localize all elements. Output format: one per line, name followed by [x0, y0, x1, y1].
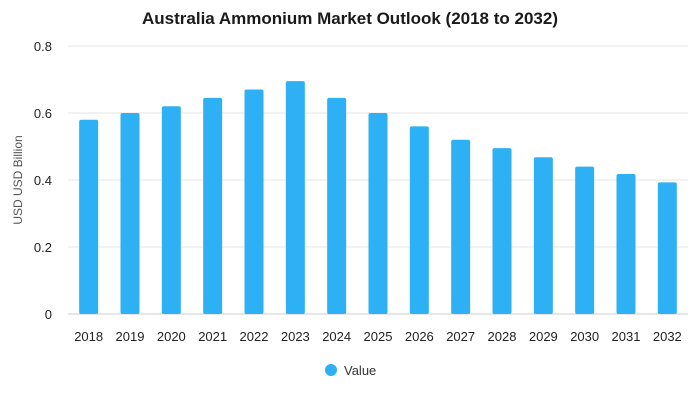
x-tick-label: 2030 [570, 329, 599, 344]
y-axis-ticks: 0 0.2 0.4 0.6 0.8 [34, 39, 52, 322]
bar-2025[interactable] [368, 113, 388, 314]
chart-title: Australia Ammonium Market Outlook (2018 … [142, 9, 558, 28]
bar-2022[interactable] [244, 89, 264, 314]
x-tick-label: 2020 [157, 329, 186, 344]
bar-2028[interactable] [492, 148, 512, 314]
bar-2030[interactable] [575, 166, 595, 314]
x-axis-ticks: 2018 2019 2020 2021 2022 2023 2024 2025 2026 2027… [74, 329, 682, 344]
bar-2020[interactable] [161, 106, 181, 314]
legend-label: Value [344, 363, 376, 378]
legend-marker-icon [325, 364, 337, 376]
bar-2029[interactable] [533, 157, 553, 314]
bar-2027[interactable] [451, 139, 471, 314]
bar-2024[interactable] [327, 97, 347, 314]
x-tick-label: 2025 [364, 329, 393, 344]
bar-2023[interactable] [285, 81, 305, 314]
x-tick-label: 2027 [446, 329, 475, 344]
legend[interactable]: Value [325, 363, 376, 378]
x-tick-label: 2022 [240, 329, 269, 344]
bar-2026[interactable] [409, 126, 429, 315]
bars [79, 81, 677, 315]
x-tick-label: 2021 [198, 329, 227, 344]
bar-2032[interactable] [657, 182, 677, 314]
bar-2031[interactable] [616, 173, 636, 314]
x-tick-label: 2028 [488, 329, 517, 344]
x-tick-label: 2019 [116, 329, 145, 344]
y-tick-label: 0 [45, 307, 52, 322]
y-tick-label: 0.2 [34, 240, 52, 255]
x-tick-label: 2029 [529, 329, 558, 344]
bar-2018[interactable] [79, 119, 99, 314]
x-tick-label: 2024 [322, 329, 351, 344]
x-tick-label: 2018 [74, 329, 103, 344]
x-tick-label: 2023 [281, 329, 310, 344]
y-axis-label: USD USD Billion [11, 135, 25, 224]
y-tick-label: 0.4 [34, 173, 52, 188]
y-tick-label: 0.6 [34, 106, 52, 121]
y-tick-label: 0.8 [34, 39, 52, 54]
bar-2021[interactable] [203, 97, 223, 314]
x-tick-label: 2032 [653, 329, 682, 344]
x-tick-label: 2031 [612, 329, 641, 344]
x-tick-label: 2026 [405, 329, 434, 344]
bar-2019[interactable] [120, 113, 140, 314]
